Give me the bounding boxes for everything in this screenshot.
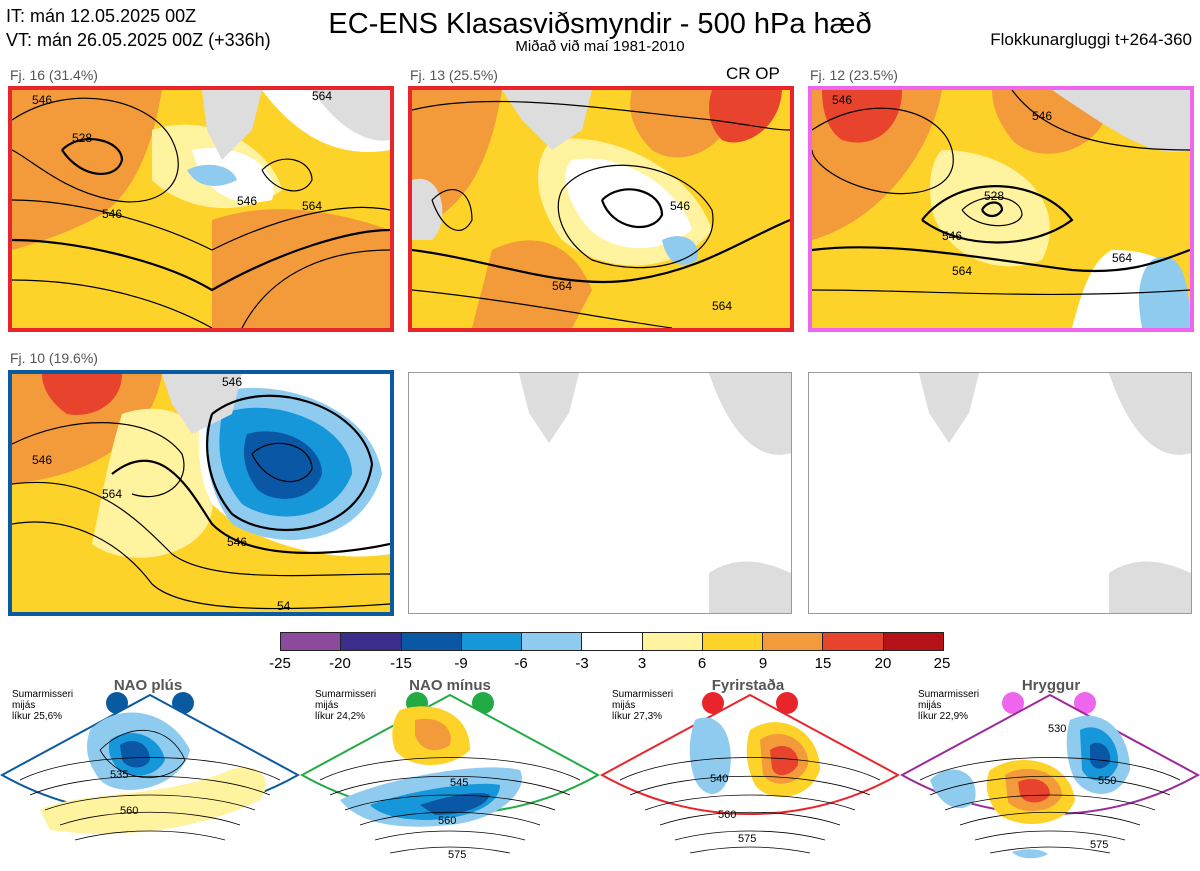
- regime-2-contour-label: 575: [448, 849, 466, 861]
- panel-1-contour-label: 528: [72, 131, 92, 145]
- regime-2-info: Sumarmisseri mijás líkur 24,2%: [315, 689, 377, 722]
- panel-2-contour-label: 564: [552, 279, 572, 293]
- regime-1-contour-label: 535: [110, 769, 128, 781]
- panel-3-contour-label: 546: [1032, 109, 1052, 123]
- page-title: EC-ENS Klasasviðsmyndir - 500 hPa hæð: [328, 8, 872, 40]
- page-subtitle: Miðað við maí 1981-2010: [515, 38, 685, 55]
- panel-1-contour-label: 546: [32, 93, 52, 107]
- classification-window: Flokkunargluggi t+264-360: [990, 30, 1192, 49]
- regime-map-2[interactable]: 545 560 575: [300, 690, 600, 871]
- regime-3-contour-label: 540: [710, 773, 728, 785]
- colorbar-tick: 25: [933, 655, 951, 672]
- regime-3-marker: [702, 692, 724, 714]
- panel-2-label: Fj. 13 (25.5%): [410, 67, 498, 83]
- regime-4-name: Hryggur: [1021, 677, 1081, 694]
- panel-4-contour-label: 546: [222, 375, 242, 389]
- colorbar-swatch: [883, 633, 943, 650]
- colorbar-swatch: [582, 633, 643, 650]
- regime-1-contour-label: 560: [120, 805, 138, 817]
- panel-1-contour-label: 564: [312, 90, 332, 103]
- cluster-map-3[interactable]: 546 546 528 546 564 564: [808, 86, 1194, 332]
- panel-2-contour-label: 546: [670, 199, 690, 213]
- panel-3-contour-label: 528: [984, 189, 1004, 203]
- colorbar-swatch: [461, 633, 523, 650]
- empty-map-5: [408, 372, 792, 614]
- colorbar-tick: -9: [454, 655, 468, 672]
- regime-4-info: Sumarmisseri mijás líkur 22,9%: [918, 689, 980, 722]
- regime-4-contour-label: 530: [1048, 723, 1066, 735]
- cluster-map-4[interactable]: 546 546 564 546 54: [8, 370, 394, 616]
- empty-map-6: [808, 372, 1192, 614]
- panel-1-contour-label: 546: [102, 207, 122, 221]
- regime-4-contour-label: 550: [1098, 775, 1116, 787]
- colorbar-tick: -6: [514, 655, 528, 672]
- regime-3-contour-label: 560: [718, 809, 736, 821]
- regime-4-marker: [1074, 692, 1096, 714]
- panel-3-contour-label: 546: [832, 93, 852, 107]
- colorbar-tick: -15: [390, 655, 412, 672]
- regime-2-contour-label: 560: [438, 815, 456, 827]
- panel-3-contour-label: 564: [1112, 251, 1132, 265]
- regime-1-marker: [106, 692, 128, 714]
- panel-1-label: Fj. 16 (31.4%): [10, 67, 98, 83]
- panel-2-tag: CR OP: [726, 64, 780, 83]
- regime-2-name: NAO mínus: [409, 677, 491, 694]
- colorbar-tick: 3: [637, 655, 647, 672]
- regime-2-marker: [472, 692, 494, 714]
- regime-1-info: Sumarmisseri mijás líkur 25,6%: [12, 689, 74, 722]
- colorbar-swatch: [702, 633, 764, 650]
- colorbar-tick: 9: [758, 655, 768, 672]
- panel-4-contour-label: 546: [32, 453, 52, 467]
- valid-time: VT: mán 26.05.2025 00Z (+336h): [6, 30, 271, 50]
- cluster-map-2[interactable]: 546 564 564: [408, 86, 794, 332]
- panel-3-contour-label: 546: [942, 229, 962, 243]
- regime-3-contour-label: 575: [738, 833, 756, 845]
- panel-3-contour-label: 564: [952, 264, 972, 278]
- regime-4-contour-label: 575: [1090, 839, 1108, 851]
- panel-4-contour-label: 546: [227, 535, 247, 549]
- colorbar-swatch: [341, 633, 402, 650]
- init-time: IT: mán 12.05.2025 00Z: [6, 6, 197, 26]
- panel-4-contour-label: 564: [102, 487, 122, 501]
- colorbar-swatch: [823, 633, 884, 650]
- panel-3-label: Fj. 12 (23.5%): [810, 67, 898, 83]
- regime-1-name: NAO plús: [113, 677, 183, 694]
- colorbar-swatch: [522, 633, 583, 650]
- colorbar-tick: 6: [697, 655, 707, 672]
- colorbar-tick: -20: [329, 655, 351, 672]
- colorbar-tick: -25: [269, 655, 291, 672]
- colorbar-tick: 15: [814, 655, 832, 672]
- regime-3-marker: [776, 692, 798, 714]
- colorbar-swatch: [642, 633, 703, 650]
- panel-4-label: Fj. 10 (19.6%): [10, 350, 98, 366]
- colorbar-tick: 20: [874, 655, 892, 672]
- regime-map-3[interactable]: 540 560 575: [600, 690, 900, 871]
- colorbar: [280, 632, 944, 651]
- colorbar-swatch: [281, 633, 342, 650]
- regime-2-contour-label: 545: [450, 777, 468, 789]
- regime-map-1[interactable]: 535 560: [0, 690, 300, 871]
- panel-1-contour-label: 564: [302, 199, 322, 213]
- cluster-map-1[interactable]: 546 528 546 546 564 564: [8, 86, 394, 332]
- regime-3-info: Sumarmisseri mijás líkur 27,3%: [612, 689, 674, 722]
- panel-1-contour-label: 546: [237, 194, 257, 208]
- regime-1-marker: [172, 692, 194, 714]
- regime-3-name: Fyrirstaða: [711, 677, 785, 694]
- regime-4-marker: [1002, 692, 1024, 714]
- panel-2-contour-label: 564: [712, 299, 732, 313]
- colorbar-swatch: [401, 633, 462, 650]
- colorbar-swatch: [763, 633, 824, 650]
- colorbar-tick: -3: [575, 655, 589, 672]
- regime-map-4[interactable]: 530 550 575: [900, 690, 1200, 871]
- panel-4-contour-label: 54: [277, 599, 291, 612]
